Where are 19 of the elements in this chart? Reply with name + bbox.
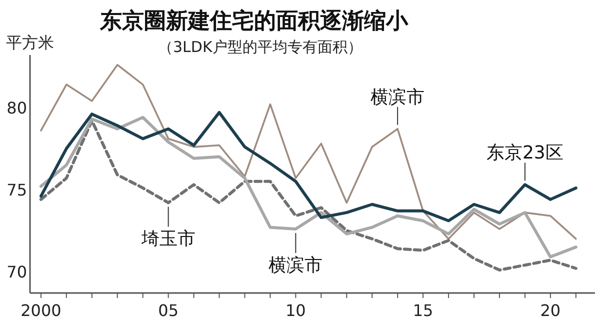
y-tick-label: 75	[6, 180, 27, 200]
x-tick-label: 10	[286, 301, 306, 320]
annotation: 埼玉市	[141, 206, 196, 250]
chart-subtitle: （3LDK户型的平均专有面积）	[158, 38, 362, 56]
annotation: 东京23区	[486, 142, 564, 164]
y-axis-title: 平方米	[6, 33, 54, 52]
annotation: 埼玉市	[140, 228, 196, 250]
annotation: 横滨市	[268, 254, 323, 276]
y-tick-label: 80	[6, 98, 27, 118]
chart-title: 东京圈新建住宅的面积逐渐缩小	[99, 8, 409, 34]
x-tick-label: 15	[412, 301, 434, 320]
annotation: 横滨市	[370, 86, 425, 126]
y-tick-label: 70	[6, 262, 27, 282]
x-tick-label: 05	[158, 301, 178, 320]
x-tick-label: 2000	[20, 301, 62, 320]
x-tick-label: 20	[540, 301, 561, 320]
annotation: 东京23区	[486, 142, 564, 182]
annotation: 横滨市	[268, 232, 323, 276]
annotation: 横滨市	[370, 86, 425, 108]
